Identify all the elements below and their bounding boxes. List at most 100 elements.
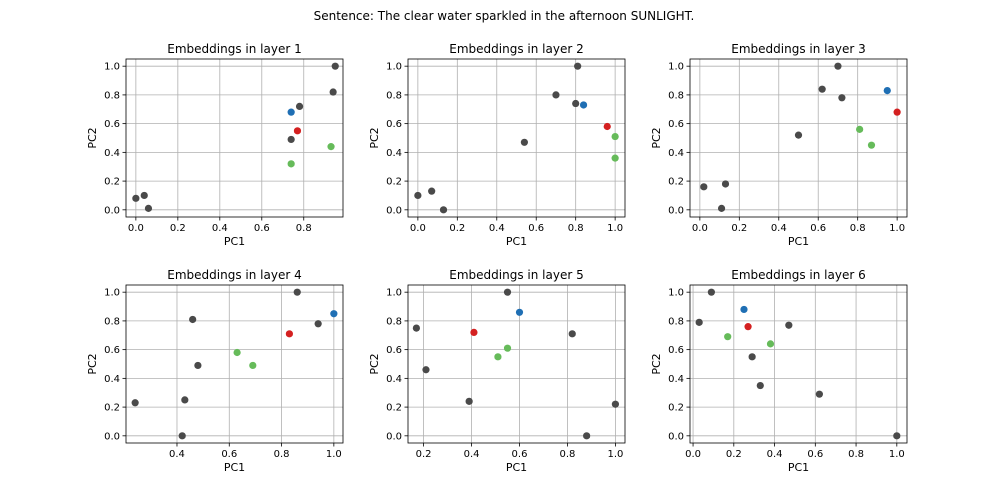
scatter-point-other xyxy=(132,194,140,202)
x-axis-label: PC1 xyxy=(224,461,245,474)
y-tick-label: 0.0 xyxy=(668,431,684,442)
x-tick-label: 0.2 xyxy=(731,223,747,234)
scatter-point-other xyxy=(295,102,304,110)
scatter-point-red xyxy=(470,328,478,336)
scatter-point-other xyxy=(834,62,842,70)
x-tick-label: 0.8 xyxy=(848,449,864,460)
scatter-point-other xyxy=(717,204,726,212)
x-tick-label: 0.2 xyxy=(170,223,186,234)
x-tick-label: 0.6 xyxy=(810,223,826,234)
scatter-point-blue xyxy=(579,101,588,109)
x-tick-label: 0.8 xyxy=(296,223,312,234)
x-tick-label: 0.4 xyxy=(771,223,787,234)
scatter-point-red xyxy=(293,127,302,135)
axes-frame xyxy=(407,284,626,444)
scatter-point-green xyxy=(611,132,619,141)
y-tick-label: 0.8 xyxy=(104,316,120,327)
y-tick-label: 0.0 xyxy=(104,431,120,442)
scatter-point-other xyxy=(748,353,756,361)
scatter-point-other xyxy=(178,432,186,440)
y-tick-label: 1.0 xyxy=(104,288,120,299)
x-tick-label: 0.8 xyxy=(850,223,866,234)
scatter-point-other xyxy=(552,91,560,99)
scatter-point-blue xyxy=(515,308,524,316)
x-tick-label: 1.0 xyxy=(889,449,905,460)
scatter-point-blue xyxy=(740,305,748,314)
subplot-4: Embeddings in layer 4 0.4 0.6 0.8 1.0 0.0 0.2 0… xyxy=(86,268,344,474)
y-tick-label: 0.2 xyxy=(386,177,402,188)
x-tick-label: 0.0 xyxy=(128,223,144,234)
x-tick-label: 0.0 xyxy=(692,223,708,234)
scatter-point-other xyxy=(331,62,339,70)
scatter-point-other xyxy=(695,318,703,326)
scatter-point-green xyxy=(249,361,257,370)
y-tick-label: 0.2 xyxy=(104,403,120,414)
x-tick-label: 1.0 xyxy=(607,449,623,460)
scatter-point-other xyxy=(721,180,730,188)
y-tick-label: 1.0 xyxy=(668,288,684,299)
scatter-point-other xyxy=(131,399,139,407)
subplot-title: Embeddings in layer 4 xyxy=(167,268,301,282)
y-tick-label: 0.8 xyxy=(668,316,684,327)
x-axis-label: PC1 xyxy=(788,461,809,474)
scatter-point-other xyxy=(414,191,422,200)
y-tick-label: 0.4 xyxy=(104,148,120,159)
scatter-point-other xyxy=(189,315,197,324)
y-tick-label: 1.0 xyxy=(386,62,402,73)
y-tick-label: 0.2 xyxy=(386,403,402,414)
figure-title: Sentence: The clear water sparkled in th… xyxy=(313,9,695,23)
scatter-point-other xyxy=(293,288,301,296)
y-tick-label: 0.2 xyxy=(668,403,684,414)
scatter-point-other xyxy=(893,432,901,440)
y-tick-label: 0.0 xyxy=(104,205,120,216)
y-tick-label: 1.0 xyxy=(386,288,402,299)
y-tick-label: 0.4 xyxy=(104,374,120,385)
scatter-point-red xyxy=(744,323,752,331)
scatter-point-other xyxy=(329,88,337,96)
axes-frame xyxy=(125,284,344,444)
subplot-title: Embeddings in layer 5 xyxy=(449,268,583,282)
subplot-title: Embeddings in layer 1 xyxy=(167,42,301,56)
scatter-point-other xyxy=(181,396,189,404)
scatter-point-other xyxy=(503,288,512,296)
x-tick-label: 0.6 xyxy=(512,449,528,460)
y-tick-label: 0.2 xyxy=(104,177,120,188)
x-tick-label: 0.0 xyxy=(410,223,426,234)
scatter-point-other xyxy=(794,131,803,139)
y-tick-label: 1.0 xyxy=(668,62,684,73)
scatter-point-other xyxy=(756,381,764,390)
subplot-title: Embeddings in layer 6 xyxy=(731,268,865,282)
x-tick-label: 0.6 xyxy=(807,449,823,460)
axes-frame xyxy=(407,58,626,218)
x-tick-label: 1.0 xyxy=(607,223,623,234)
scatter-point-green xyxy=(287,160,295,168)
x-tick-label: 0.2 xyxy=(726,449,742,460)
x-tick-label: 0.2 xyxy=(449,223,465,234)
x-tick-label: 1.0 xyxy=(326,449,342,460)
scatter-point-other xyxy=(422,366,430,374)
x-tick-label: 0.6 xyxy=(254,223,270,234)
y-tick-label: 0.4 xyxy=(386,374,402,385)
scatter-point-green xyxy=(766,340,775,348)
scatter-point-other xyxy=(428,187,436,195)
x-tick-label: 1.0 xyxy=(889,223,905,234)
scatter-point-other xyxy=(700,183,708,191)
axes-frame xyxy=(689,284,908,444)
y-tick-label: 0.6 xyxy=(386,119,402,130)
subplot-title: Embeddings in layer 3 xyxy=(731,42,865,56)
scatter-point-other xyxy=(520,138,528,146)
y-tick-label: 0.8 xyxy=(386,316,402,327)
axes-frame xyxy=(689,58,908,218)
y-tick-label: 0.6 xyxy=(668,345,684,356)
scatter-point-red xyxy=(893,108,901,116)
x-axis-label: PC1 xyxy=(224,235,245,248)
y-tick-label: 0.6 xyxy=(104,119,120,130)
scatter-point-green xyxy=(611,154,619,162)
y-axis-label: PC2 xyxy=(86,353,99,374)
scatter-point-other xyxy=(583,432,591,440)
scatter-point-other xyxy=(818,85,826,93)
x-axis-label: PC1 xyxy=(506,461,527,474)
scatter-point-other xyxy=(287,135,295,144)
scatter-point-green xyxy=(327,143,335,151)
y-tick-label: 0.2 xyxy=(668,177,684,188)
